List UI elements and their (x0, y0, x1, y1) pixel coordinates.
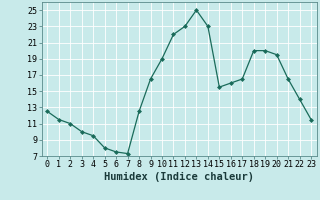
X-axis label: Humidex (Indice chaleur): Humidex (Indice chaleur) (104, 172, 254, 182)
